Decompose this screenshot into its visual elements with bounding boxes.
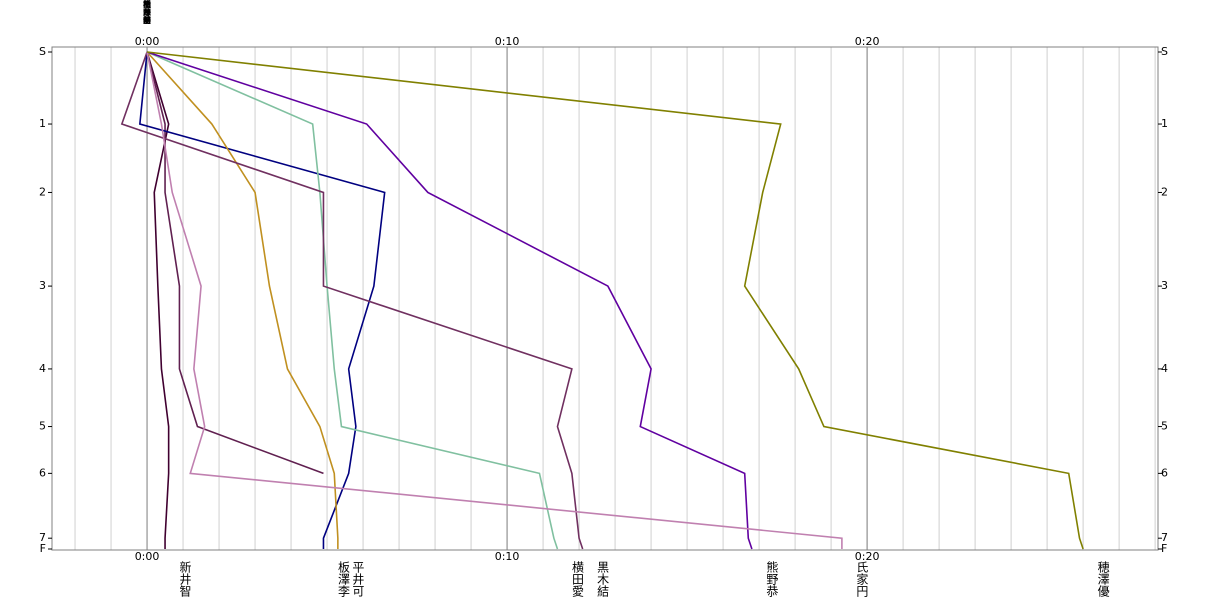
y-tick-label-right: 1	[1161, 117, 1168, 130]
runner-line	[146, 51, 559, 550]
runner-name: 氏家円	[855, 561, 869, 597]
x-tick-label-top: 0:10	[495, 35, 520, 48]
y-tick-label-right: 2	[1161, 185, 1168, 198]
runner-name-top: 横田愛	[143, 0, 152, 25]
x-tick-label-bottom: 0:00	[135, 550, 160, 563]
runner-line	[120, 51, 584, 550]
runner-name: 熊野恭	[765, 560, 779, 597]
y-tick-label-right: 6	[1161, 466, 1168, 479]
runner-name-top: 氏家円	[143, 0, 152, 25]
plot-frame	[51, 46, 1159, 551]
y-tick-label-right: 7	[1161, 531, 1168, 544]
y-tick-label: 7	[39, 531, 46, 544]
runner-name: 板澤李	[336, 561, 350, 597]
y-tick-label: 3	[39, 279, 46, 292]
runner-name: 平井可	[351, 561, 365, 597]
runner-name-top: 平井可	[143, 0, 152, 24]
runner-name: 黒木結	[596, 561, 610, 597]
runner-line	[146, 51, 339, 549]
x-tick-label-bottom: 0:20	[855, 550, 880, 563]
y-tick-label: 2	[39, 185, 46, 198]
runner-name-top: 熊野恭	[143, 0, 152, 24]
runner-name-top: 新井智	[143, 0, 152, 25]
runner-name-top: 板澤李	[143, 0, 152, 24]
y-tick-label: 1	[39, 117, 46, 130]
runner-name-top: 穂澤優	[143, 0, 152, 25]
y-tick-label-right: S	[1161, 45, 1168, 58]
y-tick-label: S	[39, 45, 46, 58]
y-tick-label-right: 5	[1161, 420, 1168, 433]
runner-line	[146, 51, 324, 475]
y-tick-label: 5	[39, 420, 46, 433]
runner-name: 新井智	[178, 560, 192, 598]
runner-name-top: 黒木結	[143, 0, 152, 25]
y-tick-label: 4	[39, 362, 46, 375]
x-tick-label-bottom: 0:10	[495, 550, 520, 563]
runner-name: 穂澤優	[1096, 561, 1110, 598]
runner-line	[138, 51, 386, 549]
y-tick-label: F	[40, 542, 46, 555]
runner-line	[146, 51, 753, 550]
y-tick-label-right: F	[1161, 542, 1167, 555]
x-tick-label-top: 0:00	[135, 35, 160, 48]
y-tick-label-right: 4	[1161, 362, 1168, 375]
x-tick-label-top: 0:20	[855, 35, 880, 48]
y-tick-label: 6	[39, 466, 46, 479]
runner-line	[146, 51, 843, 549]
runner-name: 横田愛	[570, 561, 584, 598]
runner-line	[146, 51, 170, 549]
y-tick-label-right: 3	[1161, 279, 1168, 292]
runner-line	[146, 51, 1084, 550]
